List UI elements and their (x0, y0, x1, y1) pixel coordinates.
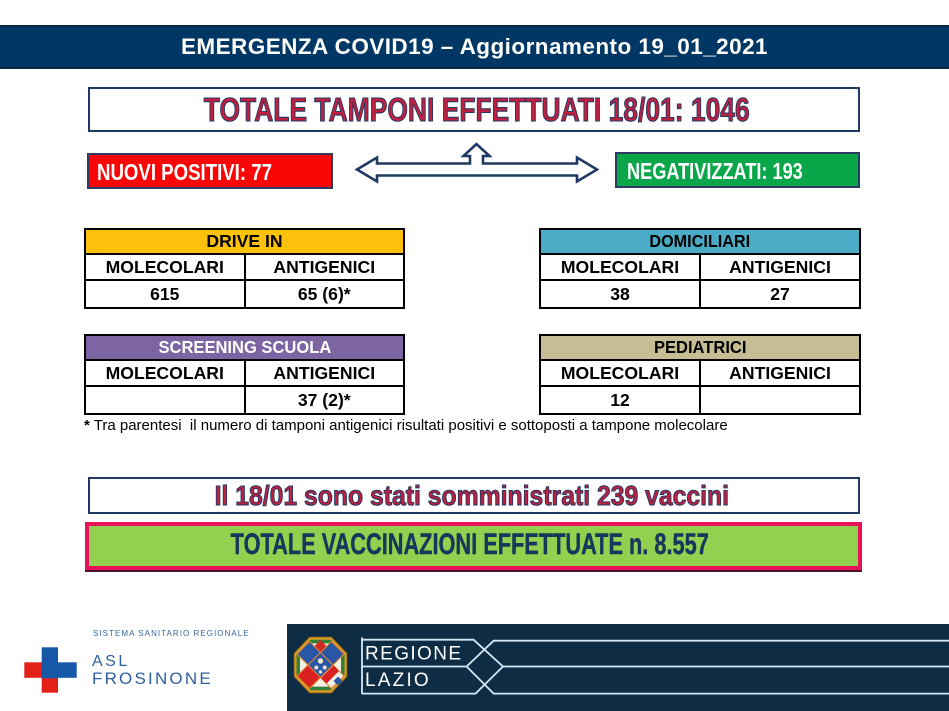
svg-text:LAZIO: LAZIO (365, 670, 431, 691)
svg-text:REGIONE: REGIONE (365, 643, 462, 664)
